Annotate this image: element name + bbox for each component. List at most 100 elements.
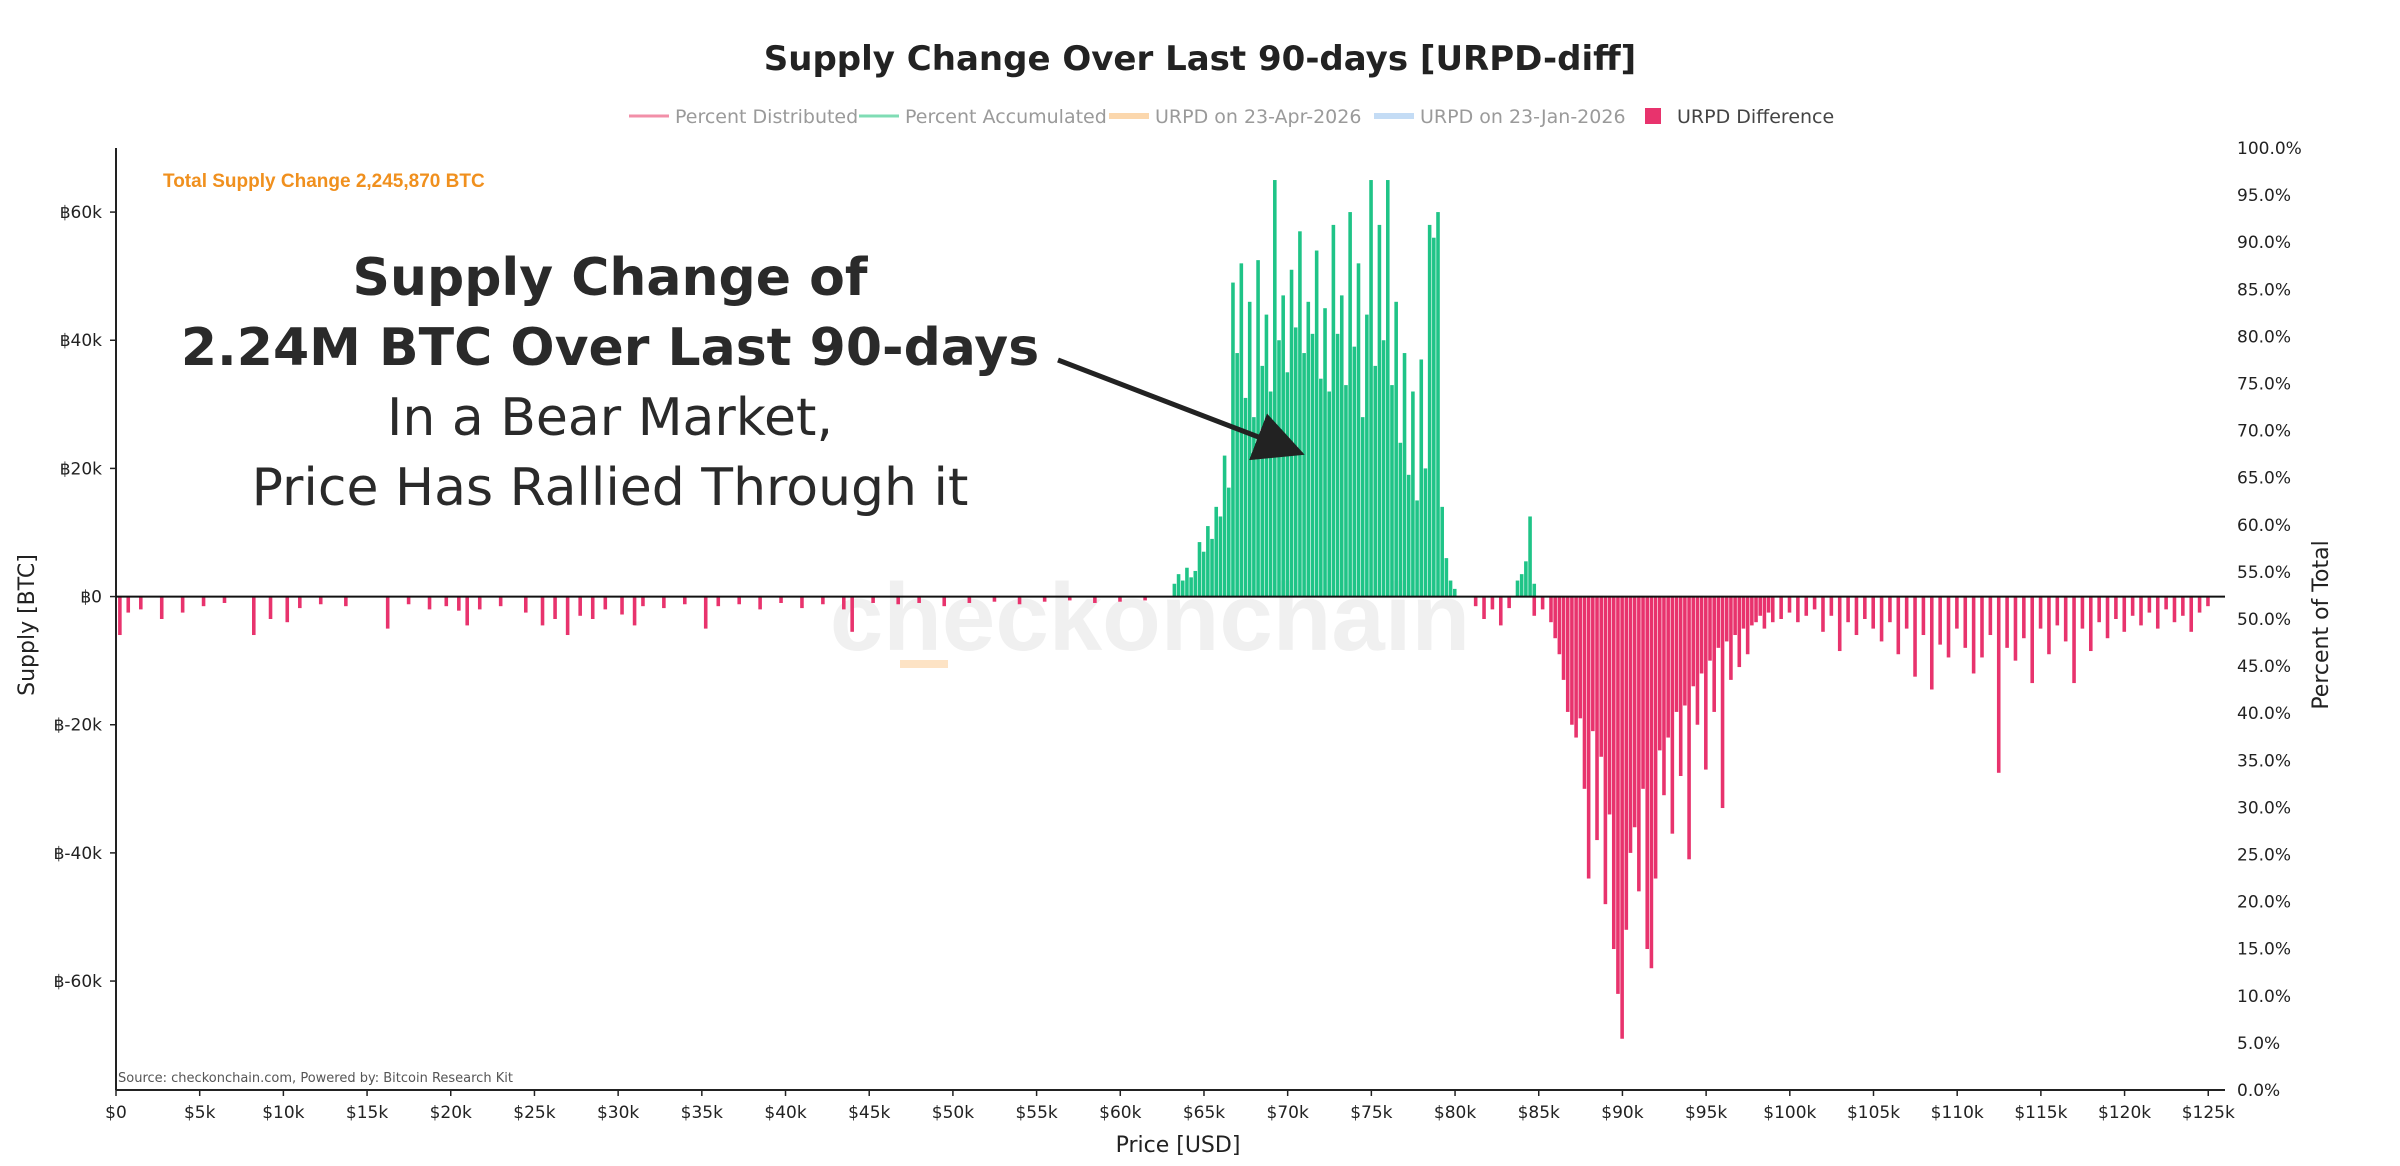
bar-distributed-5250 [201,596,206,607]
bar-distributed-52500 [992,596,997,602]
bar-distributed-103500 [1846,596,1850,623]
watermark-underscore [900,660,948,668]
bar-distributed-89250 [1607,596,1612,815]
bar-distributed-89000 [1603,596,1608,905]
source-label: Source: checkonchain.com, Powered by: Bi… [118,1071,513,1086]
bar-accumulated-72500 [1327,391,1331,597]
bar-distributed-34000 [683,596,687,605]
bar-distributed-45250 [871,596,875,603]
bar-accumulated-71500 [1310,333,1315,597]
bar-distributed-92250 [1658,596,1662,751]
bar-distributed-39750 [779,596,783,603]
bar-distributed-111000 [1971,596,1976,674]
legend-item[interactable]: URPD Difference [1645,106,1834,128]
legend-swatch [1645,108,1661,124]
bar-distributed-125000 [2206,596,2210,607]
bar-accumulated-66500 [1226,487,1231,597]
bar-accumulated-70000 [1285,372,1290,597]
bar-distributed-104000 [1854,596,1859,636]
bar-distributed-37250 [737,596,741,605]
bar-accumulated-78250 [1423,468,1428,597]
bar-distributed-32750 [662,596,666,609]
legend-item[interactable]: URPD on 23-Jan-2026 [1374,106,1626,128]
bar-accumulated-66250 [1222,455,1227,597]
bar-distributed-93500 [1678,596,1683,776]
bar-distributed-118500 [2097,596,2101,623]
bar-distributed-27750 [578,596,582,616]
bar-accumulated-79500 [1444,558,1449,597]
bar-distributed-96500 [1729,596,1733,680]
bar-distributed-119500 [2114,596,2118,619]
bar-distributed-123500 [2181,596,2185,616]
bar-accumulated-65750 [1214,506,1219,597]
y2-tick-label: 70.0% [2237,422,2291,442]
bar-accumulated-84000 [1519,574,1524,597]
bar-distributed-87250 [1574,596,1578,738]
bar-accumulated-78750 [1432,237,1436,597]
bar-distributed-100500 [1796,596,1800,623]
y2-tick-label: 5.0% [2237,1034,2280,1054]
bar-distributed-107500 [1913,596,1917,677]
bar-distributed-110000 [1955,596,1959,629]
bar-accumulated-66750 [1231,282,1235,597]
bar-distributed-58500 [1093,596,1097,603]
bar-distributed-112000 [1988,596,1993,636]
y2-tick-label: 0.0% [2237,1081,2280,1101]
bar-accumulated-84500 [1528,516,1532,597]
bar-accumulated-65500 [1210,538,1214,597]
bar-distributed-82250 [1490,596,1495,610]
bar-distributed-109500 [1946,596,1951,658]
bar-distributed-92750 [1666,596,1670,738]
bar-distributed-99000 [1770,596,1775,623]
bar-distributed-8250 [252,596,256,636]
bar-distributed-88500 [1595,596,1599,841]
bar-distributed-25500 [540,596,545,626]
bar-accumulated-73250 [1339,295,1344,597]
bar-distributed-117000 [2072,596,2076,684]
bar-distributed-106000 [1888,596,1892,623]
bar-accumulated-75250 [1373,365,1378,597]
x-tick-label: $0 [105,1103,127,1123]
bar-accumulated-74000 [1352,346,1357,597]
bar-distributed-97500 [1745,596,1750,655]
bar-distributed-90000 [1620,596,1624,1039]
bar-accumulated-67000 [1235,353,1239,597]
y2-tick-label: 80.0% [2237,327,2291,347]
bar-accumulated-75000 [1369,180,1373,597]
bar-accumulated-63750 [1180,580,1185,597]
y2-tick-label: 30.0% [2237,798,2291,818]
legend-label: URPD on 23-Jan-2026 [1420,106,1626,128]
bar-accumulated-77000 [1402,353,1407,597]
bar-distributed-18750 [427,596,432,610]
bar-distributed-21750 [477,596,482,610]
bar-accumulated-78000 [1419,359,1424,597]
bar-accumulated-68750 [1264,314,1269,597]
x-axis-label: Price [USD] [1116,1133,1241,1158]
bar-distributed-108500 [1929,596,1934,690]
bar-accumulated-63500 [1176,574,1181,597]
legend-item[interactable]: Percent Distributed [629,106,858,128]
legend-item[interactable]: URPD on 23-Apr-2026 [1109,106,1361,128]
legend-label: Percent Distributed [675,106,858,128]
bar-distributed-86250 [1557,596,1562,655]
bar-distributed-96750 [1733,596,1737,636]
bar-distributed-95500 [1712,596,1716,712]
x-tick-label: $45k [848,1103,890,1123]
bar-distributed-35250 [703,596,708,629]
bar-distributed-124000 [2189,596,2194,632]
bar-distributed-112500 [1996,596,2001,773]
x-tick-label: $110k [1931,1103,1984,1123]
bar-accumulated-75500 [1377,224,1382,597]
x-tick-label: $125k [2182,1103,2235,1123]
bar-accumulated-69500 [1277,340,1281,597]
bar-distributed-86750 [1565,596,1570,712]
bar-distributed-122500 [2164,596,2168,610]
bar-accumulated-69000 [1268,391,1273,597]
legend-label: Percent Accumulated [905,106,1107,128]
bar-distributed-17500 [406,596,411,605]
y2-tick-label: 95.0% [2237,186,2291,206]
legend-item[interactable]: Percent Accumulated [859,106,1107,128]
y-tick-label: ฿-40k [54,844,103,864]
bar-distributed-750 [126,596,131,613]
bar-distributed-95750 [1716,596,1721,648]
